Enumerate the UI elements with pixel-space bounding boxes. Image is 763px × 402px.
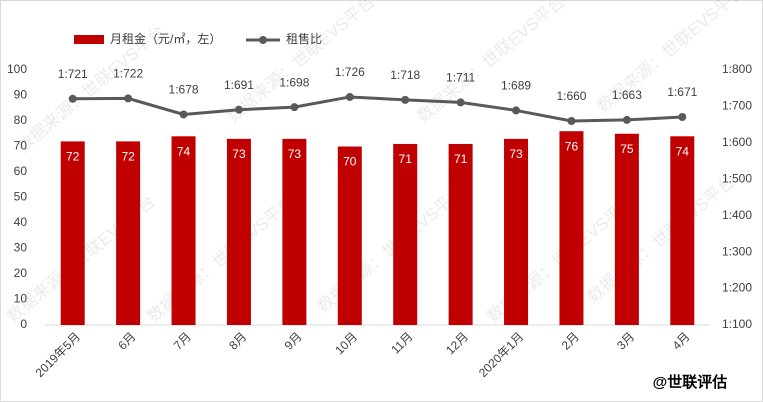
line-point [678,112,687,121]
y2-tick-label: 1:600 [722,135,752,149]
legend-label: 月租金（元/㎡，左） [110,31,221,46]
bar [614,133,639,325]
line-label: 1:671 [667,85,697,99]
bar-label: 72 [121,150,135,164]
bar [226,138,251,325]
brand: @世联评估 [653,373,728,391]
line-label: 1:726 [335,65,365,79]
line-point [401,95,410,104]
line-point [622,115,631,124]
bar [60,141,85,325]
line-point [68,94,77,103]
line-point [456,98,465,107]
line-label: 1:718 [390,68,420,82]
bar [282,138,307,325]
y-tick-label: 30 [14,241,28,255]
line-point [124,94,133,103]
line-label: 1:660 [556,89,586,103]
bar [116,141,141,325]
bar-label: 75 [620,142,634,156]
y-tick-label: 20 [14,266,28,280]
line-point [512,106,521,115]
bar [393,143,418,325]
y-tick-label: 60 [14,164,28,178]
bar [504,138,529,325]
line-point [179,110,188,119]
y-tick-label: 10 [14,292,28,306]
bar [171,136,196,325]
line-point [567,117,576,125]
y-tick-label: 40 [14,215,28,229]
bar-label: 71 [399,152,413,166]
y2-tick-label: 1:300 [722,244,752,258]
line-point [345,92,354,101]
y2-tick-label: 1:200 [722,281,752,295]
y2-tick-label: 1:100 [722,317,752,331]
line-label: 1:663 [612,88,642,102]
line-label: 1:678 [169,83,199,97]
bar [559,131,584,325]
y-tick-label: 90 [14,88,28,102]
line-label: 1:689 [501,79,531,93]
y-tick-label: 80 [14,113,28,127]
y2-tick-label: 1:700 [722,99,752,113]
bar-label: 73 [232,147,246,161]
line-point [290,103,299,112]
bar [448,143,473,325]
bar [670,136,695,325]
line-label: 1:721 [58,67,88,81]
bar-label: 70 [343,155,357,169]
line-label: 1:691 [224,78,254,92]
y-tick-label: 100 [7,62,27,76]
bar-label: 76 [565,139,579,153]
bar-label: 74 [177,144,191,158]
legend-swatch [259,36,267,44]
bar-label: 72 [66,150,80,164]
bar-label: 73 [509,147,523,161]
y2-tick-label: 1:800 [722,62,752,76]
legend-label: 租售比 [286,31,322,46]
line [72,95,683,123]
bar-label: 74 [676,144,690,158]
line-point [234,105,243,114]
line-label: 1:722 [113,67,143,81]
bar-label: 71 [454,152,468,166]
line-label: 1:711 [446,71,475,85]
line-label: 1:698 [279,75,309,89]
y2-tick-label: 1:400 [722,208,752,222]
y2-tick-label: 1:500 [722,171,752,185]
legend-swatch [74,35,104,44]
y-tick-label: 70 [14,139,28,153]
y-tick-label: 50 [14,190,28,204]
bar-label: 73 [288,147,302,161]
y-tick-label: 0 [20,317,27,331]
bar [337,146,362,325]
